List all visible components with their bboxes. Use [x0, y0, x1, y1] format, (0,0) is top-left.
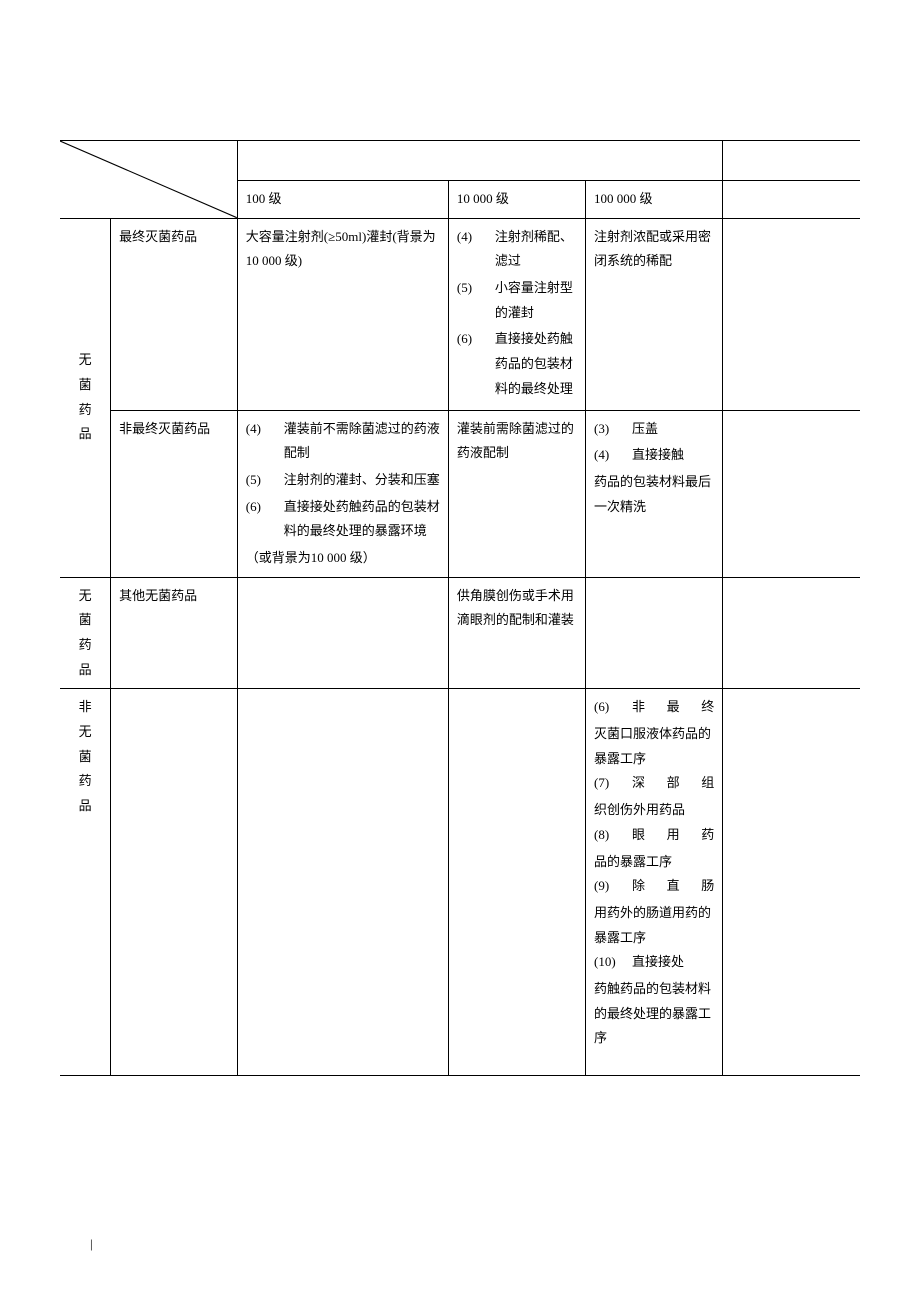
list-item: (9)除直肠: [594, 874, 714, 899]
cell-10000: 灌装前需除菌滤过的药液配制: [448, 410, 585, 577]
cell-10000: [448, 689, 585, 1076]
row-group-label-sterile-2: 无菌药品: [60, 577, 111, 689]
cell-100000: 注射剂浓配或采用密闭系统的稀配: [586, 218, 723, 410]
cell-100: [237, 689, 448, 1076]
cell-10000: 供角膜创伤或手术用滴眼剂的配制和灌装: [448, 577, 585, 689]
row-group-label-nonsterile: 非无菌药品: [60, 689, 111, 1076]
header-col-100: 100 级: [237, 181, 448, 219]
list-item: (6)直接接处药触药品的包装材料的最终处理: [457, 327, 577, 401]
header-col-100000: 100 000 级: [586, 181, 723, 219]
table-row: 非无菌药品 (6)非最终 灭菌口服液体药品的暴露工序 (7)深部组 织创伤外用药…: [60, 689, 860, 1076]
header-spanning-cell: [237, 141, 722, 181]
list-item: (4)直接接触: [594, 443, 714, 468]
list-tail: 品的暴露工序: [594, 850, 714, 875]
list-tail: 药品的包装材料最后一次精洗: [594, 470, 714, 519]
cell-empty-tail: [723, 689, 860, 1076]
list-tail: 药触药品的包装材料的最终处理的暴露工序: [594, 977, 714, 1051]
header-empty-tail: [723, 181, 860, 219]
header-empty-tail: [723, 141, 860, 181]
list-item: (6)非最终: [594, 695, 714, 720]
cell-100: 大容量注射剂(≥50ml)灌封(背景为10 000 级): [237, 218, 448, 410]
row-subtype-label: 最终灭菌药品: [111, 218, 238, 410]
cell-100000: (3)压盖 (4)直接接触 药品的包装材料最后一次精洗: [586, 410, 723, 577]
diagonal-line-icon: [60, 141, 237, 218]
header-col-10000: 10 000 级: [448, 181, 585, 219]
table-row: 无菌药品 其他无菌药品 供角膜创伤或手术用滴眼剂的配制和灌装: [60, 577, 860, 689]
diagonal-header-cell: [60, 141, 237, 219]
list-item: (4)灌装前不需除菌滤过的药液配制: [246, 417, 440, 466]
list-tail: 灭菌口服液体药品的暴露工序: [594, 722, 714, 771]
list-tail: （或背景为10 000 级）: [246, 546, 440, 571]
header-row-top: [60, 141, 860, 181]
row-subtype-label: 非最终灭菌药品: [111, 410, 238, 577]
list-item: (8)眼用药: [594, 823, 714, 848]
cell-empty-tail: [723, 410, 860, 577]
list-item: (7)深部组: [594, 771, 714, 796]
footer-cursor-mark: |: [60, 1236, 860, 1252]
cleanroom-class-table: 100 级 10 000 级 100 000 级 无菌药品 最终灭菌药品 大容量…: [60, 140, 860, 1076]
table-row: 无菌药品 最终灭菌药品 大容量注射剂(≥50ml)灌封(背景为10 000 级)…: [60, 218, 860, 410]
cell-100: [237, 577, 448, 689]
list-item: (6)直接接处药触药品的包装材料的最终处理的暴露环境: [246, 495, 440, 544]
table-row: 非最终灭菌药品 (4)灌装前不需除菌滤过的药液配制 (5)注射剂的灌封、分装和压…: [60, 410, 860, 577]
list-item: (5)小容量注射型的灌封: [457, 276, 577, 325]
row-subtype-label: 其他无菌药品: [111, 577, 238, 689]
list-item: (10)直接接处: [594, 950, 714, 975]
list-item: (5)注射剂的灌封、分装和压塞: [246, 468, 440, 493]
cell-empty-tail: [723, 218, 860, 410]
list-item: (4)注射剂稀配、滤过: [457, 225, 577, 274]
cell-empty-tail: [723, 577, 860, 689]
list-tail: 织创伤外用药品: [594, 798, 714, 823]
row-subtype-label: [111, 689, 238, 1076]
cell-100000: (6)非最终 灭菌口服液体药品的暴露工序 (7)深部组 织创伤外用药品 (8)眼…: [586, 689, 723, 1076]
cell-10000: (4)注射剂稀配、滤过 (5)小容量注射型的灌封 (6)直接接处药触药品的包装材…: [448, 218, 585, 410]
cell-100000: [586, 577, 723, 689]
list-item: (3)压盖: [594, 417, 714, 442]
cell-100: (4)灌装前不需除菌滤过的药液配制 (5)注射剂的灌封、分装和压塞 (6)直接接…: [237, 410, 448, 577]
list-tail: 用药外的肠道用药的暴露工序: [594, 901, 714, 950]
row-group-label-sterile: 无菌药品: [60, 218, 111, 577]
